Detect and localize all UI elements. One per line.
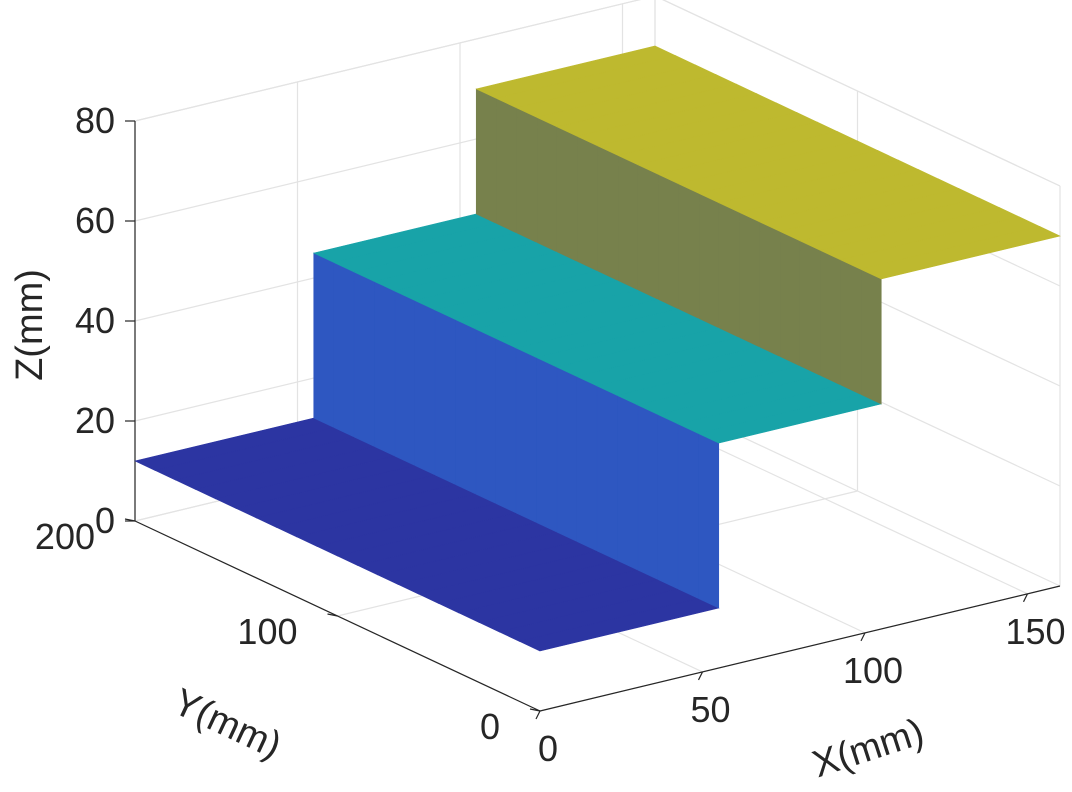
surface-riser xyxy=(860,268,882,405)
box-edge xyxy=(134,0,641,122)
x-tick-mark xyxy=(535,710,541,720)
surface-riser xyxy=(658,173,680,310)
surface-riser xyxy=(677,423,699,600)
z-tick-label: 60 xyxy=(75,200,115,241)
surface-riser xyxy=(516,107,538,243)
surface-riser xyxy=(698,433,720,609)
surface-riser xyxy=(333,262,355,438)
y-tick-mark xyxy=(327,613,338,617)
surface xyxy=(134,45,1061,652)
surface-riser xyxy=(536,116,558,253)
surface-riser xyxy=(657,414,679,590)
x-axis-line xyxy=(539,585,1061,712)
surface-patch xyxy=(860,226,1061,280)
surface-riser xyxy=(596,385,618,562)
surface-riser xyxy=(799,240,821,376)
y-tick-mark xyxy=(529,708,541,712)
surface-riser xyxy=(637,164,659,300)
surface-riser xyxy=(556,126,578,262)
surface-riser xyxy=(759,221,781,357)
z-tick-label: 80 xyxy=(75,100,115,141)
surface-riser xyxy=(617,154,639,291)
surface-riser xyxy=(577,135,599,272)
surface-riser xyxy=(475,88,497,224)
surface-riser xyxy=(779,230,801,367)
surface-riser xyxy=(536,357,558,533)
y-tick-label: 100 xyxy=(237,611,297,652)
surface-riser xyxy=(455,319,477,495)
surface-riser xyxy=(637,404,659,581)
x-tick-label: 150 xyxy=(1005,611,1065,652)
z-tick-label: 40 xyxy=(75,300,115,341)
x-tick-mark xyxy=(860,632,866,642)
surface-riser xyxy=(353,271,375,448)
surface-riser xyxy=(739,211,761,348)
surface-riser xyxy=(495,338,517,514)
surface-riser xyxy=(313,252,335,429)
x-tick-mark xyxy=(697,671,704,681)
surface-riser xyxy=(374,281,396,457)
surface-riser xyxy=(496,97,518,234)
surface-riser xyxy=(394,290,416,467)
axes xyxy=(124,120,1061,720)
surface-riser xyxy=(475,328,497,505)
y-tick-label: 0 xyxy=(480,706,500,747)
surface-riser xyxy=(678,183,700,319)
x-tick-label: 100 xyxy=(843,650,903,691)
surface-riser xyxy=(434,309,456,486)
surface-riser xyxy=(414,300,436,476)
x-tick-label: 0 xyxy=(538,728,558,769)
surface-riser xyxy=(840,259,862,395)
surface-riser xyxy=(718,202,740,338)
surface-riser xyxy=(597,145,619,281)
surface-riser xyxy=(617,395,639,571)
z-axis-title: Z(mm) xyxy=(9,269,51,381)
box-edge xyxy=(662,0,1061,187)
z-tick-label: 0 xyxy=(95,500,115,541)
z-tick-label: 20 xyxy=(75,400,115,441)
surface-riser xyxy=(556,366,578,543)
surface-riser xyxy=(515,347,537,524)
y-tick-label: 200 xyxy=(35,516,95,557)
surface-riser xyxy=(576,376,598,552)
x-axis-title: X(mm) xyxy=(808,711,929,786)
x-tick-mark xyxy=(1022,593,1029,603)
surface-riser xyxy=(698,192,720,329)
x-tick-label: 50 xyxy=(690,689,730,730)
y-axis-title: Y(mm) xyxy=(167,681,288,767)
surface-riser xyxy=(820,249,842,386)
